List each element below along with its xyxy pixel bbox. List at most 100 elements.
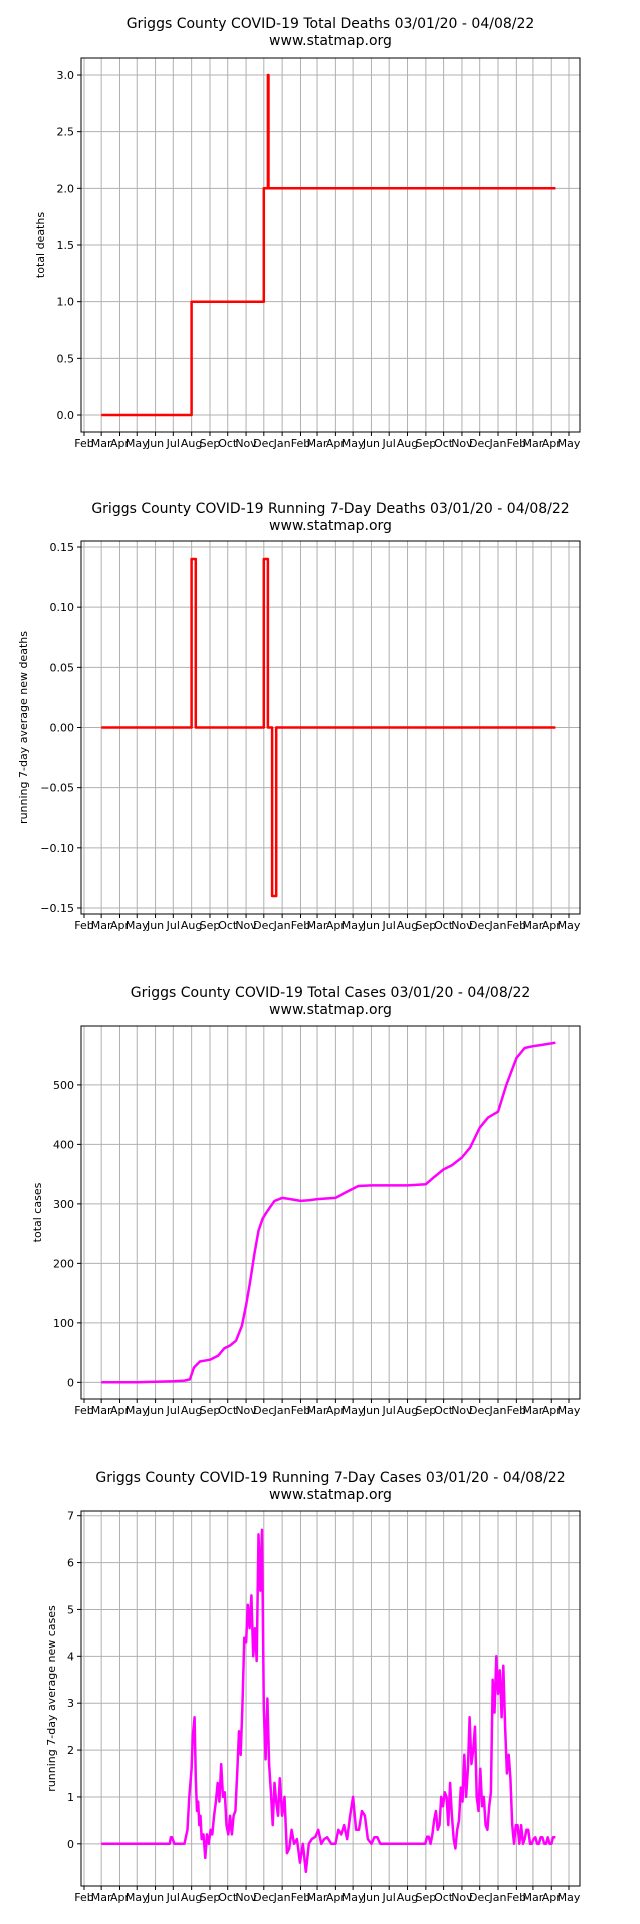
y-tick-label: 4 [67,1650,74,1663]
x-tick-label: Feb [507,437,526,450]
x-tick-label: Oct [434,1404,454,1417]
x-tick-label: Dec [253,437,274,450]
x-tick-label: Apr [542,1404,562,1417]
x-tick-label: Apr [326,919,346,932]
x-tick-label: Apr [110,919,130,932]
x-tick-label: Sep [415,1404,436,1417]
x-tick-label: Mar [523,1891,544,1904]
x-tick-label: May [558,919,581,932]
x-tick-label: Dec [469,919,490,932]
y-tick-label: 7 [67,1510,74,1523]
x-tick-label: Nov [235,919,257,932]
chart-subtitle: www.statmap.org [269,1487,392,1503]
x-tick-label: Jan [273,919,291,932]
x-tick-label: Oct [218,1891,238,1904]
x-tick-label: Mar [307,437,328,450]
chart-2: Griggs County COVID-19 Running 7-Day Dea… [17,501,581,932]
x-tick-label: Jan [489,1891,507,1904]
x-tick-label: Jun [362,1891,380,1904]
x-tick-label: Mar [523,1404,544,1417]
x-tick-label: Dec [469,1891,490,1904]
x-tick-label: Jun [146,1404,164,1417]
x-tick-label: Apr [326,1891,346,1904]
x-tick-label: May [558,1404,581,1417]
x-tick-label: Apr [542,919,562,932]
x-tick-label: May [342,1891,365,1904]
x-tick-label: Mar [523,437,544,450]
plot-frame [80,1510,581,1887]
x-tick-label: Feb [74,919,93,932]
x-tick-label: Jun [146,437,164,450]
plot-frame [80,1025,581,1400]
x-tick-label: May [558,437,581,450]
x-tick-label: Feb [291,1404,310,1417]
y-tick-label: 1 [67,1791,74,1804]
x-tick-label: Jul [382,919,396,932]
x-tick-label: Aug [397,919,418,932]
x-tick-label: Sep [200,437,221,450]
series-line [101,1528,556,1874]
x-tick-label: May [126,437,149,450]
y-tick-label: 1.5 [57,239,75,252]
x-tick-label: Dec [469,1404,490,1417]
x-tick-label: Aug [397,1891,418,1904]
x-tick-label: Mar [307,1404,328,1417]
y-tick-label: −0.15 [40,902,74,915]
x-tick-label: Feb [507,1891,526,1904]
chart-1: Griggs County COVID-19 Total Deaths 03/0… [34,16,581,450]
x-tick-label: Dec [469,437,490,450]
x-tick-label: Jul [166,437,180,450]
x-tick-label: Feb [74,1404,93,1417]
x-tick-label: Mar [91,919,112,932]
x-tick-label: Aug [397,437,418,450]
chart-title: Griggs County COVID-19 Total Cases 03/01… [131,985,531,1001]
x-tick-label: Feb [507,1404,526,1417]
x-tick-label: Jun [362,1404,380,1417]
x-tick-label: Feb [74,1891,93,1904]
y-axis-label: running 7-day average new deaths [17,631,30,824]
y-axis-label: running 7-day average new cases [45,1605,58,1792]
x-tick-label: Mar [91,437,112,450]
x-tick-label: Jan [273,437,291,450]
x-tick-label: Nov [451,1404,473,1417]
x-tick-label: Jan [489,919,507,932]
y-tick-label: 0.10 [50,601,75,614]
series-line [101,557,556,898]
y-tick-label: 6 [67,1557,74,1570]
x-tick-label: Jan [489,1404,507,1417]
y-tick-label: 0.15 [50,541,75,554]
x-tick-label: Nov [451,437,473,450]
x-tick-label: Sep [200,1891,221,1904]
y-tick-label: 100 [53,1317,74,1330]
y-tick-label: −0.10 [40,842,74,855]
x-tick-label: Jan [273,1404,291,1417]
x-tick-label: Oct [434,437,454,450]
x-tick-label: Mar [307,1891,328,1904]
chart-subtitle: www.statmap.org [269,518,392,534]
x-tick-label: Feb [291,919,310,932]
x-tick-label: Apr [110,1404,130,1417]
x-tick-label: Apr [110,1891,130,1904]
x-tick-label: Oct [434,1891,454,1904]
x-tick-label: Jun [146,919,164,932]
x-tick-label: Apr [110,437,130,450]
x-tick-label: Jul [166,919,180,932]
y-tick-label: 5 [67,1603,74,1616]
chart-title: Griggs County COVID-19 Total Deaths 03/0… [127,16,535,32]
x-tick-label: May [126,1891,149,1904]
y-tick-label: 2.5 [57,126,75,139]
x-tick-label: Aug [397,1404,418,1417]
x-tick-label: Mar [91,1891,112,1904]
x-tick-label: Jun [362,919,380,932]
x-tick-label: Jul [382,437,396,450]
x-tick-label: Apr [326,437,346,450]
x-tick-label: May [342,919,365,932]
y-tick-label: 300 [53,1198,74,1211]
grid [81,58,580,432]
x-tick-label: Nov [235,1891,257,1904]
y-tick-label: 0 [67,1376,74,1389]
chart-subtitle: www.statmap.org [269,1002,392,1018]
x-tick-label: May [342,437,365,450]
